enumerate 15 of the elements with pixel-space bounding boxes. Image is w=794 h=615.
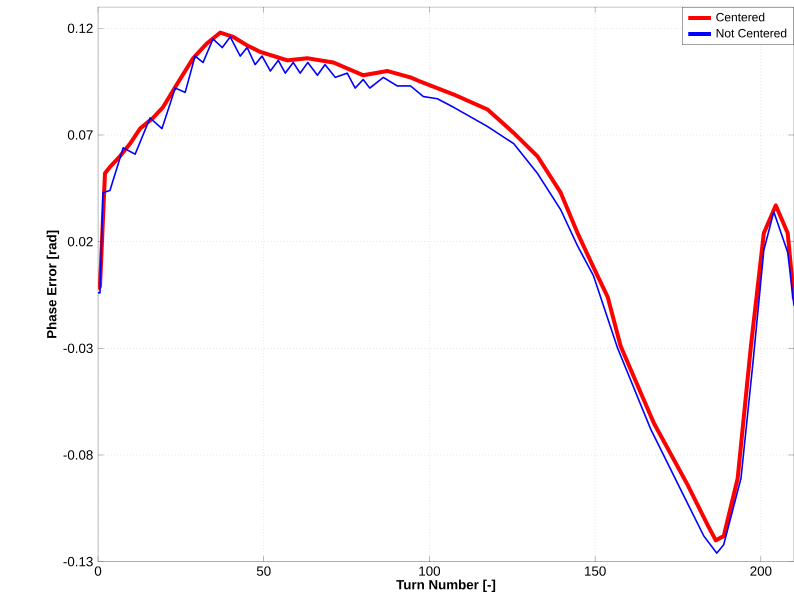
y-tick-label: -0.08 <box>63 450 93 460</box>
y-tick-label: 0.02 <box>68 236 93 246</box>
y-tick-label: -0.13 <box>63 556 93 566</box>
y-tick-label: -0.03 <box>63 344 93 354</box>
y-axis-title: Phase Error [rad] <box>46 230 60 338</box>
y-tick-label: 0.12 <box>68 24 93 34</box>
x-tick-label: 200 <box>750 566 772 576</box>
x-tick-label: 150 <box>585 566 606 576</box>
x-tick-label: 50 <box>256 566 271 576</box>
x-tick-label: 0 <box>94 566 102 576</box>
legend-label: Centered <box>716 12 764 22</box>
y-tick-label: 0.07 <box>68 130 93 140</box>
x-axis-title: Turn Number [-] <box>396 580 496 592</box>
x-tick-label: 100 <box>419 566 440 576</box>
legend-label: Not Centered <box>716 28 786 38</box>
